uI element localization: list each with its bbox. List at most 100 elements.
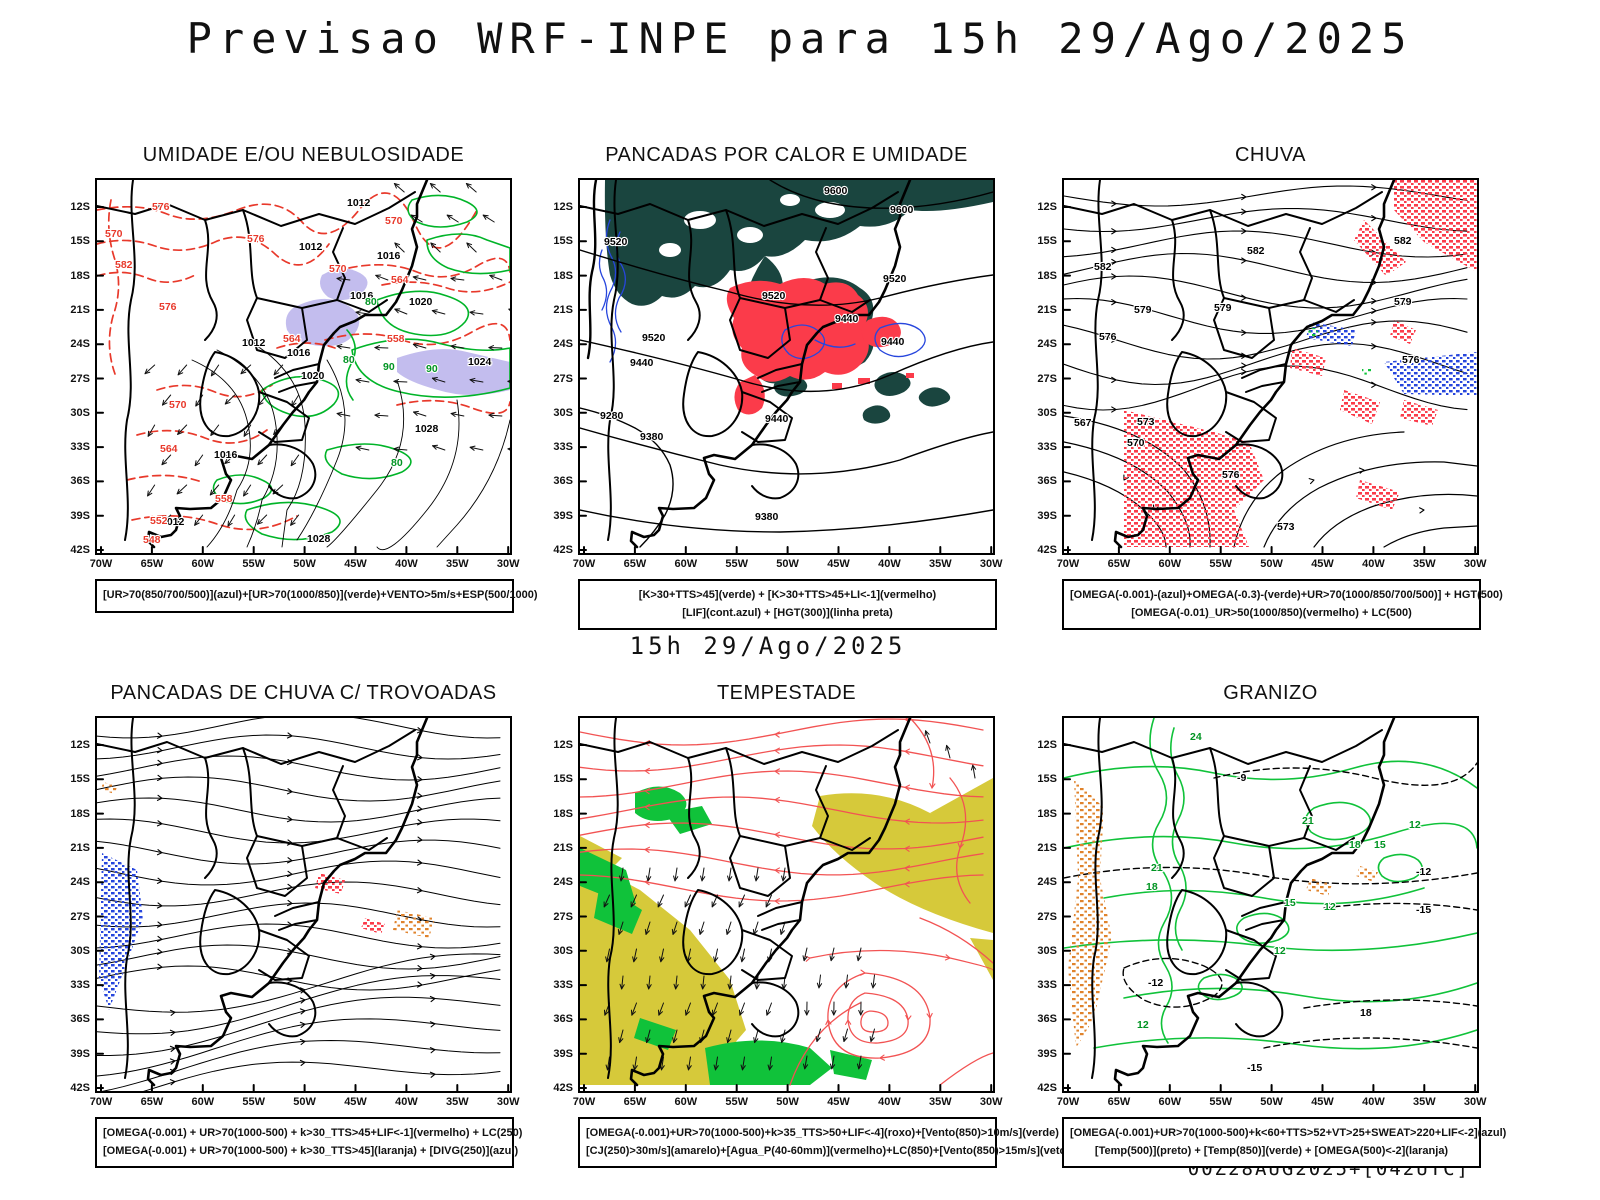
caption-line: [LIF](cont.azul) + [HGT(300)](linha pret… (682, 606, 893, 619)
lon-tick-label: 30W (496, 558, 520, 570)
contour-label: 15 (1284, 897, 1296, 909)
contour-label: 564 (283, 333, 301, 345)
lat-tick-label: 18S (70, 807, 90, 820)
contour-label: 576 (247, 233, 265, 245)
map-chuva: 582 582 582 579 579 579 576 576 573 570 567 576 573 (1064, 180, 1477, 553)
panel-pancadas-calor: PANCADAS POR CALOR E UMIDADE 9600 9600 952… (553, 144, 1003, 631)
lat-tick-label: 30S (1037, 406, 1057, 419)
lon-tick-label: 60W (674, 558, 698, 570)
lat-tick-label: 39S (1037, 509, 1057, 522)
contour-label: 9440 (881, 336, 905, 348)
lat-tick-label: 36S (1037, 1013, 1057, 1026)
contour-label: 576 (1099, 331, 1117, 343)
contour-label: 579 (1214, 302, 1232, 314)
contour-label: 9440 (630, 357, 654, 369)
lon-tick-label: 70W (572, 558, 596, 570)
lat-tick-label: 39S (70, 509, 90, 522)
contour-label: 9440 (765, 413, 789, 425)
caption-tempestade: [OMEGA(-0.001)+UR>70(1000-500)+k>35_TTS>… (578, 1117, 1074, 1169)
contour-label: 21 (1151, 862, 1163, 874)
contour-label: 564 (160, 443, 178, 455)
lon-tick-label: 60W (191, 558, 215, 570)
lat-tick-label: 18S (1037, 269, 1057, 282)
contour-label: -15 (1416, 904, 1431, 916)
lon-tick-label: 40W (1362, 1096, 1385, 1108)
lat-tick-label: 39S (1037, 1047, 1057, 1060)
contour-label: 570 (329, 263, 347, 275)
lat-tick-label: 27S (553, 372, 573, 385)
lat-tick-label: 33S (553, 979, 573, 992)
caption-line: [OMEGA(-0.01)_UR>50(1000/850)(vermelho) … (1131, 606, 1412, 619)
contour-label: 570 (385, 215, 403, 227)
lat-tick-label: 21S (70, 841, 90, 854)
contour-label: 552 (150, 515, 168, 527)
lat-tick-label: 30S (70, 944, 90, 957)
contour-label: 80 (391, 457, 403, 469)
lat-tick-label: 36S (70, 1013, 90, 1026)
caption-line: [K>30+TTS>45](verde) + [K>30+TTS>45+LI<-… (638, 589, 937, 601)
contour-label: 90 (426, 363, 438, 375)
lon-tick-label: 50W (776, 1096, 799, 1108)
lon-tick-label: 30W (1463, 1096, 1487, 1108)
lon-tick-label: 70W (1056, 558, 1080, 570)
contour-label: 1028 (307, 533, 331, 545)
lat-tick-label: 36S (1037, 475, 1057, 488)
map-trovoadas (97, 718, 510, 1091)
caption-line: [OMEGA(-0.001)+UR>70(1000-500)+k>35_TTS>… (586, 1127, 1059, 1139)
contour-label: 9600 (824, 185, 848, 197)
lat-tick-label: 27S (1037, 372, 1057, 385)
panel-title: GRANIZO (1223, 682, 1318, 704)
lat-tick-label: 18S (553, 269, 573, 282)
lon-tick-label: 45W (1311, 1096, 1334, 1108)
lat-tick-label: 27S (70, 910, 90, 923)
lon-tick-label: 45W (827, 1096, 850, 1108)
panel-granizo: GRANIZO 24 21 18 15 21 18 15 12 12 12 12 -9 -12 -12 -1… (1037, 682, 1506, 1169)
contour-label: 1016 (287, 347, 311, 359)
caption-granizo: [OMEGA(-0.001)+UR>70(1000-500)+k<60+TTS>… (1062, 1117, 1506, 1169)
lon-tick-label: 50W (1260, 1096, 1283, 1108)
contour-label: 570 (169, 399, 187, 411)
lat-tick-label: 15S (1037, 773, 1057, 786)
lat-tick-label: 42S (70, 544, 90, 556)
caption-line: [OMEGA(-0.001) + UR>70(1000-500) + k>30_… (103, 1144, 519, 1157)
lat-tick-label: 33S (70, 979, 90, 992)
contour-label: 567 (1074, 417, 1092, 429)
lat-tick-label: 15S (70, 773, 90, 786)
contour-label: 1012 (242, 337, 266, 349)
caption-umidade: [UR>70(850/700/500)](azul)+[UR>70(1000/8… (95, 579, 538, 613)
contour-label: 1016 (377, 250, 401, 262)
lon-tick-label: 65W (140, 558, 164, 570)
contour-label: 1028 (415, 423, 439, 435)
lon-tick-label: 65W (623, 558, 647, 570)
panel-umidade: UMIDADE E/OU NEBULOSIDADE 1012 1012 1016 10… (70, 144, 538, 613)
contour-label: 1020 (409, 296, 433, 308)
contour-label: 576 (152, 201, 170, 213)
lat-tick-label: 18S (553, 807, 573, 820)
contour-label: 80 (365, 296, 377, 308)
map-granizo: 24 21 18 15 21 18 15 12 12 12 12 -9 -12 -12 -15 -15 18 (1064, 718, 1477, 1091)
contour-label: 576 (1222, 469, 1240, 481)
contour-label: 582 (115, 259, 133, 271)
lon-tick-label: 35W (928, 558, 952, 570)
contour-label: 9600 (890, 204, 914, 216)
lat-tick-label: 30S (70, 406, 90, 419)
lat-tick-label: 30S (1037, 944, 1057, 957)
lon-tick-label: 55W (1209, 1096, 1232, 1108)
lat-tick-label: 36S (70, 475, 90, 488)
panel-title: PANCADAS DE CHUVA C/ TROVOADAS (110, 682, 497, 704)
lon-tick-label: 40W (395, 558, 418, 570)
lat-tick-label: 21S (1037, 303, 1057, 316)
lat-tick-label: 18S (70, 269, 90, 282)
contour-label: 9520 (604, 236, 628, 248)
contour-label: 1012 (161, 516, 185, 528)
lon-tick-label: 35W (1412, 558, 1436, 570)
lat-tick-label: 27S (70, 372, 90, 385)
caption-line: [OMEGA(-0.001) + UR>70(1000-500) + k>30_… (103, 1127, 523, 1139)
lat-tick-label: 39S (553, 509, 573, 522)
map-pancadas-calor: 9600 9600 9520 9520 9520 9440 9520 9440 9440 9440… (580, 180, 993, 553)
contour-label: 21 (1302, 815, 1314, 827)
contour-label: 9520 (762, 290, 786, 302)
lat-tick-label: 42S (70, 1082, 90, 1094)
lat-tick-label: 24S (553, 338, 573, 351)
